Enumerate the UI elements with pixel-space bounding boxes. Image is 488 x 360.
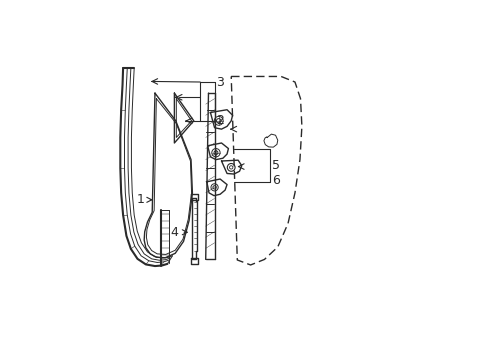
Text: 5: 5 <box>271 159 279 172</box>
Text: 3: 3 <box>216 76 224 89</box>
Text: 4: 4 <box>170 226 187 239</box>
Text: 6: 6 <box>271 174 279 187</box>
Text: 2: 2 <box>216 114 224 127</box>
Text: 1: 1 <box>137 193 151 206</box>
